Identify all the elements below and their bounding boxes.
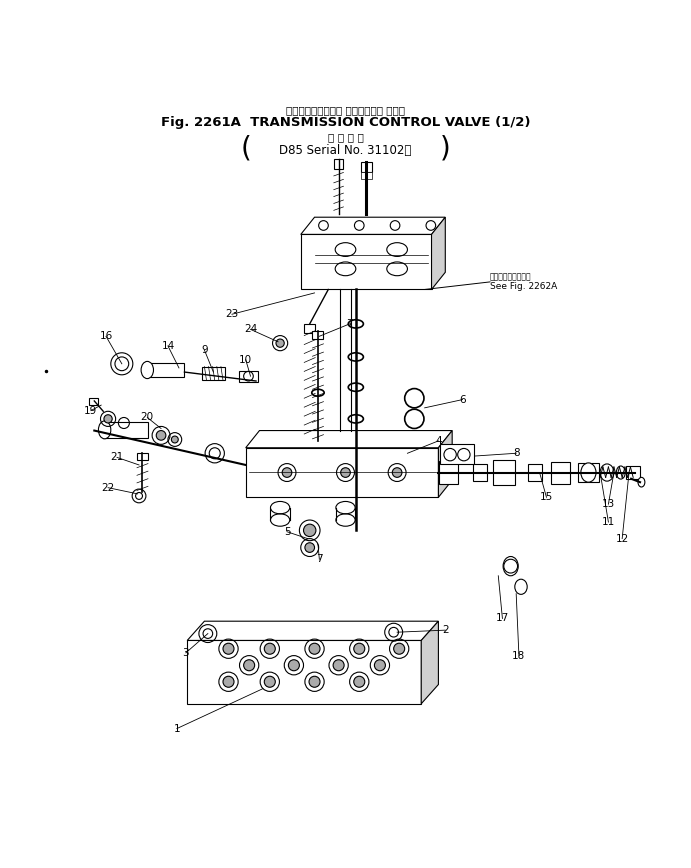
Ellipse shape xyxy=(348,383,363,391)
Text: 1: 1 xyxy=(173,724,180,733)
Bar xyxy=(440,444,473,464)
Circle shape xyxy=(276,339,284,347)
Bar xyxy=(551,462,570,483)
Ellipse shape xyxy=(600,464,614,481)
Bar xyxy=(528,464,542,482)
Bar xyxy=(304,324,315,332)
Polygon shape xyxy=(422,621,438,704)
Polygon shape xyxy=(301,217,445,234)
Text: 8: 8 xyxy=(513,448,520,458)
Text: 6: 6 xyxy=(460,395,466,404)
Text: 15: 15 xyxy=(540,492,553,503)
Bar xyxy=(473,464,486,482)
Circle shape xyxy=(392,468,402,477)
Circle shape xyxy=(309,643,320,654)
Circle shape xyxy=(341,468,350,477)
Ellipse shape xyxy=(638,477,645,487)
Text: 13: 13 xyxy=(602,499,615,510)
Ellipse shape xyxy=(141,361,153,378)
Polygon shape xyxy=(431,217,445,289)
Polygon shape xyxy=(438,431,452,497)
Bar xyxy=(493,460,515,485)
Circle shape xyxy=(309,676,320,687)
Circle shape xyxy=(303,524,316,536)
Circle shape xyxy=(223,676,234,687)
Bar xyxy=(626,466,640,479)
Bar xyxy=(239,371,258,383)
Text: D85 Serial No. 31102～: D85 Serial No. 31102～ xyxy=(279,143,412,156)
Bar xyxy=(334,159,343,169)
Text: トランスミッション コントロール バルブ: トランスミッション コントロール バルブ xyxy=(286,105,405,115)
Text: 20: 20 xyxy=(141,412,154,423)
Circle shape xyxy=(171,436,178,443)
Text: 19: 19 xyxy=(84,405,97,416)
Polygon shape xyxy=(301,234,431,289)
Text: 9: 9 xyxy=(201,345,208,355)
Text: 11: 11 xyxy=(602,517,615,527)
Text: 7: 7 xyxy=(346,319,353,329)
Polygon shape xyxy=(246,431,452,448)
Ellipse shape xyxy=(348,352,363,361)
Bar xyxy=(361,162,372,173)
Circle shape xyxy=(282,468,292,477)
Ellipse shape xyxy=(503,556,518,575)
Bar xyxy=(361,173,372,180)
Bar xyxy=(578,463,599,483)
Text: 16: 16 xyxy=(100,332,113,341)
Bar xyxy=(137,453,148,460)
Circle shape xyxy=(333,660,344,671)
Circle shape xyxy=(288,660,299,671)
Circle shape xyxy=(375,660,386,671)
Circle shape xyxy=(394,643,405,654)
Text: 12: 12 xyxy=(616,534,629,543)
Text: Fig. 2261A  TRANSMISSION CONTROL VALVE (1/2): Fig. 2261A TRANSMISSION CONTROL VALVE (1… xyxy=(161,116,530,129)
Bar xyxy=(89,398,97,405)
Circle shape xyxy=(104,415,112,423)
Circle shape xyxy=(264,676,275,687)
Text: 22: 22 xyxy=(102,483,115,493)
Bar xyxy=(312,331,323,339)
Circle shape xyxy=(354,676,365,687)
Text: 3: 3 xyxy=(182,648,189,658)
Text: See Fig. 2262A: See Fig. 2262A xyxy=(490,282,557,292)
Ellipse shape xyxy=(348,319,363,328)
Text: 18: 18 xyxy=(512,651,526,661)
Bar xyxy=(202,366,225,380)
Ellipse shape xyxy=(98,421,111,439)
Text: 14: 14 xyxy=(161,341,175,351)
Bar xyxy=(144,363,184,377)
Ellipse shape xyxy=(348,415,363,423)
Circle shape xyxy=(264,643,275,654)
Text: 21: 21 xyxy=(111,452,124,463)
Text: 第２２６２Ａ図参照: 第２２６２Ａ図参照 xyxy=(490,273,531,281)
Circle shape xyxy=(354,643,365,654)
Text: 7: 7 xyxy=(316,555,323,564)
Text: 5: 5 xyxy=(284,527,290,536)
Text: 4: 4 xyxy=(435,436,442,446)
Text: 23: 23 xyxy=(225,309,238,319)
Circle shape xyxy=(223,643,234,654)
Text: 17: 17 xyxy=(495,614,509,623)
Circle shape xyxy=(156,431,166,440)
Text: 2: 2 xyxy=(442,625,448,635)
Polygon shape xyxy=(187,621,438,641)
Circle shape xyxy=(244,660,255,671)
Text: (: ( xyxy=(240,135,251,162)
Polygon shape xyxy=(187,641,422,704)
Bar xyxy=(103,422,148,438)
Ellipse shape xyxy=(515,579,527,595)
Text: ): ) xyxy=(440,135,451,162)
Ellipse shape xyxy=(581,463,596,483)
Circle shape xyxy=(305,542,314,552)
Text: 24: 24 xyxy=(244,325,257,334)
Text: 10: 10 xyxy=(239,355,252,365)
Bar xyxy=(439,461,458,484)
Text: 適 用 号 機: 適 用 号 機 xyxy=(328,133,363,142)
Ellipse shape xyxy=(616,466,625,479)
Polygon shape xyxy=(246,448,438,497)
